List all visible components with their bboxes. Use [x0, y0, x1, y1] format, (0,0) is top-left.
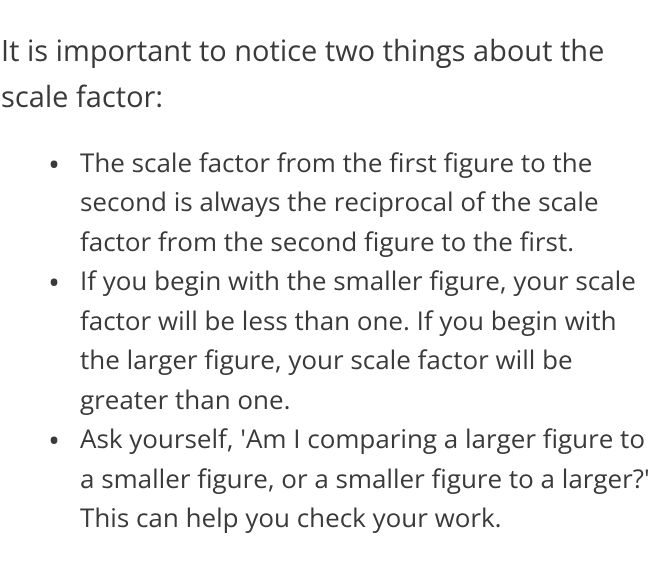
list-item: If you begin with the smaller figure, yo…: [80, 261, 663, 419]
list-item: Ask yourself, 'Am I comparing a larger f…: [80, 419, 663, 538]
bullet-list: The scale factor from the first figure t…: [0, 143, 667, 538]
list-item: The scale factor from the first figure t…: [80, 143, 663, 262]
document-container: It is important to notice two things abo…: [0, 0, 667, 558]
intro-paragraph: It is important to notice two things abo…: [0, 28, 667, 121]
